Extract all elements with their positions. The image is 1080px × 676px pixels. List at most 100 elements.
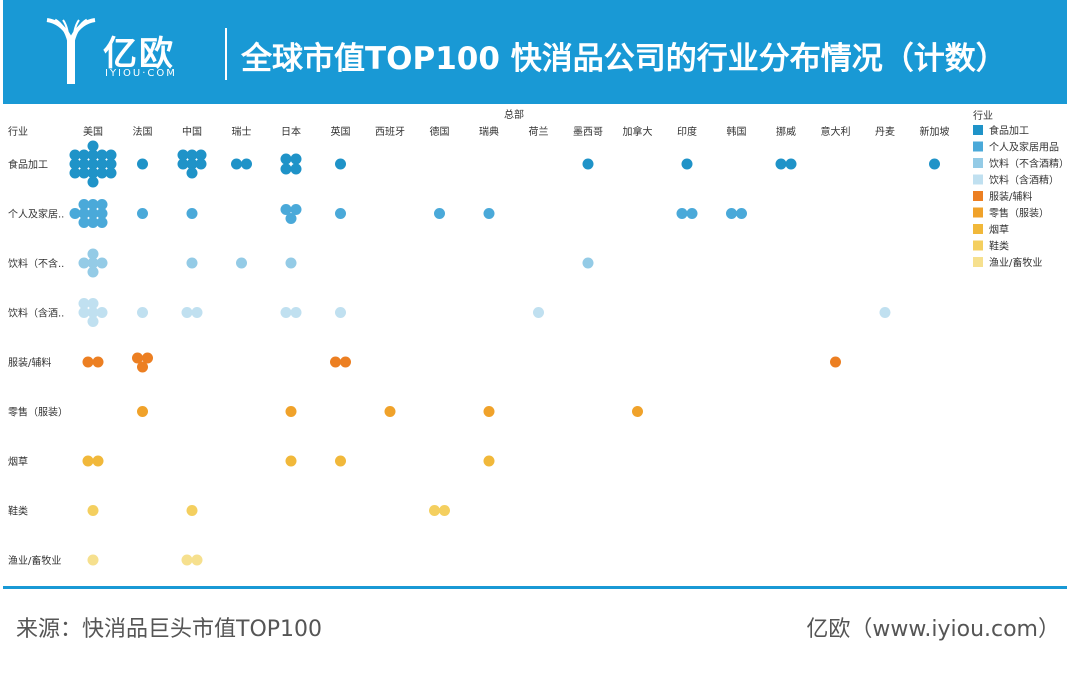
- column-label-10: 墨西哥: [573, 126, 603, 138]
- bubble-r0-c4-2: [280, 163, 292, 175]
- bubble-r3-c2-0: [181, 307, 193, 318]
- bubble-r7-c7-1: [439, 505, 450, 516]
- bubble-r1-c1-0: [137, 208, 148, 219]
- row-label-6: 烟草: [8, 455, 28, 468]
- bubble-r4-c0-0: [82, 356, 94, 368]
- bubble-r3-c0-1: [78, 307, 90, 318]
- bubble-r0-c0-12: [87, 176, 99, 188]
- bubble-r3-c0-2: [96, 307, 108, 318]
- bubble-r2-c0-0: [87, 257, 99, 269]
- column-label-2: 中国: [182, 125, 202, 138]
- legend-label-1: 个人及家居用品: [989, 141, 1059, 154]
- bubble-r1-c5-0: [335, 208, 346, 219]
- bubble-r5-c11-0: [632, 406, 643, 417]
- bubble-r0-c0-0: [87, 158, 99, 170]
- legend-swatch-7: [973, 240, 983, 251]
- bubble-r0-c0-2: [96, 158, 108, 170]
- bubble-r0-c4-1: [290, 153, 302, 165]
- bubble-r0-c0-15: [69, 167, 81, 179]
- bubble-r0-c4-0: [280, 153, 292, 165]
- bubble-r2-c3-0: [236, 257, 247, 269]
- bubble-r1-c0-5: [78, 199, 90, 210]
- column-label-16: 丹麦: [875, 126, 895, 138]
- bubble-r7-c2-0: [186, 505, 198, 516]
- logo-english: IYIOU·COM: [105, 68, 177, 79]
- bubble-r2-c4-0: [285, 257, 297, 269]
- bubble-r1-c0-7: [78, 217, 90, 228]
- legend-label-3: 饮料（含酒精）: [989, 174, 1059, 187]
- bubble-r1-c7-0: [434, 208, 445, 219]
- logo-chinese: 亿欧: [103, 34, 175, 74]
- bubble-r4-c15-0: [830, 356, 841, 368]
- bubble-r3-c1-0: [137, 307, 148, 318]
- column-label-1: 法国: [133, 125, 153, 138]
- column-label-14: 挪威: [776, 125, 796, 138]
- bubble-r8-c2-0: [181, 554, 193, 566]
- bubble-r0-c0-14: [105, 167, 117, 179]
- bubble-r1-c4-1: [290, 204, 302, 215]
- bubble-r4-c1-2: [137, 361, 148, 373]
- bubble-r4-c5-0: [330, 356, 341, 368]
- bubble-r1-c13-1: [736, 208, 747, 219]
- bubble-r8-c0-0: [87, 554, 99, 566]
- bubble-r0-c0-11: [87, 140, 99, 152]
- header-banner: 亿欧 IYIOU·COM 全球市值TOP100 快消品公司的行业分布情况（计数）: [3, 0, 1067, 104]
- column-label-4: 日本: [281, 125, 301, 138]
- column-label-17: 新加坡: [920, 125, 950, 138]
- bubble-r3-c4-0: [280, 307, 292, 318]
- column-label-7: 德国: [430, 125, 450, 138]
- legend-swatch-4: [973, 191, 983, 201]
- row-label-8: 渔业/畜牧业: [8, 554, 61, 567]
- bubble-r0-c2-1: [177, 158, 189, 170]
- bubble-r1-c0-8: [96, 217, 108, 228]
- column-label-5: 英国: [331, 125, 351, 138]
- bubble-r0-c0-3: [87, 149, 99, 161]
- bubble-r5-c1-0: [137, 406, 148, 417]
- bubble-r0-c0-6: [96, 149, 108, 161]
- row-label-4: 服装/辅料: [8, 356, 51, 369]
- site-credit: 亿欧（www.iyiou.com）: [806, 617, 1060, 642]
- bubble-r1-c0-0: [87, 208, 99, 219]
- bubble-r8-c2-1: [191, 554, 203, 566]
- legend-label-5: 零售（服装）: [989, 207, 1049, 220]
- bubble-r1-c2-0: [186, 208, 198, 219]
- legend-swatch-2: [973, 158, 983, 168]
- legend-swatch-6: [973, 224, 983, 234]
- bubble-r4-c0-1: [92, 356, 104, 368]
- legend-swatch-8: [973, 257, 983, 267]
- bubble-r3-c4-1: [290, 307, 302, 318]
- bubble-r1-c13-0: [726, 208, 737, 219]
- bubble-r7-c7-0: [429, 505, 440, 516]
- bubble-r2-c10-0: [582, 257, 594, 269]
- bubble-r1-c0-6: [96, 199, 108, 210]
- bubble-r1-c0-4: [87, 217, 99, 228]
- bubble-r1-c12-1: [686, 208, 698, 219]
- row-label-5: 零售（服装）: [8, 406, 68, 419]
- legend-swatch-1: [973, 141, 983, 152]
- bubble-r6-c5-0: [335, 455, 346, 467]
- bubble-r6-c4-0: [285, 455, 297, 467]
- source-note: 来源：快消品巨头市值TOP100: [16, 617, 323, 642]
- legend-title: 行业: [973, 109, 993, 122]
- legend-label-0: 食品加工: [989, 124, 1029, 137]
- bubble-r1-c8-0: [483, 208, 495, 219]
- legend-label-4: 服装/辅料: [989, 190, 1032, 203]
- legend-label-7: 鞋类: [989, 240, 1009, 253]
- legend-label-6: 烟草: [989, 223, 1009, 236]
- bubble-r0-c0-9: [69, 158, 81, 170]
- bubble-r0-c14-0: [775, 158, 787, 170]
- bubble-r0-c0-5: [78, 149, 90, 161]
- y-axis-title: 行业: [8, 125, 28, 138]
- bubble-r0-c3-1: [241, 158, 252, 170]
- bubble-r2-c0-2: [96, 257, 108, 269]
- bubble-r0-c4-3: [290, 163, 302, 175]
- row-label-1: 个人及家居..: [8, 208, 64, 221]
- iyiou-logo: 亿欧 IYIOU·COM: [43, 18, 213, 88]
- bubble-r0-c0-4: [87, 167, 99, 179]
- bubble-r1-c0-9: [69, 208, 81, 219]
- bubble-r3-c2-1: [191, 307, 203, 318]
- bubble-r6-c8-0: [483, 455, 495, 467]
- bubble-r2-c0-3: [87, 248, 99, 260]
- bubble-r5-c8-0: [483, 406, 495, 417]
